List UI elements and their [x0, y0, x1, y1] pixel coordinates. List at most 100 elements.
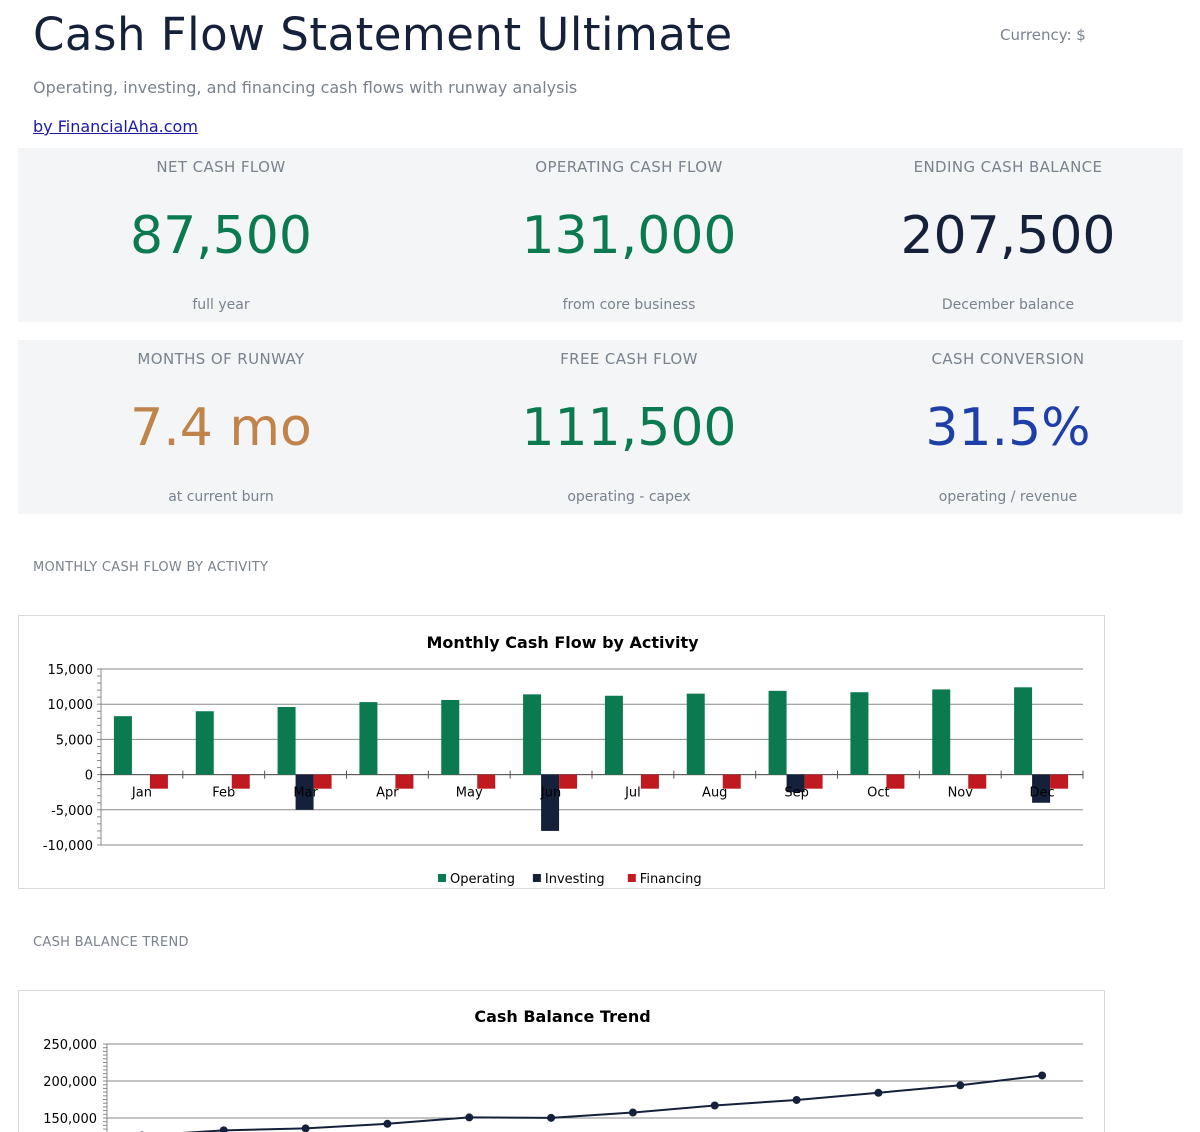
bar-investing: [786, 774, 805, 793]
kpi-value: 87,500: [130, 206, 312, 266]
kpi-value: 131,000: [521, 206, 737, 266]
chart-title: Cash Balance Trend: [474, 1007, 650, 1026]
kpi-operating-cash-flow: OPERATING CASH FLOW 131,000 from core bu…: [424, 148, 834, 322]
y-tick-label: 5,000: [56, 733, 93, 748]
bar-operating: [686, 693, 705, 775]
kpi-label: NET CASH FLOW: [156, 158, 286, 176]
y-tick-label: 200,000: [43, 1075, 97, 1090]
bar-investing: [541, 774, 560, 831]
balance-point: [874, 1088, 883, 1097]
x-tick-label: Dec: [1030, 786, 1055, 801]
monthly-cash-flow-chart: Monthly Cash Flow by Activity 15,000 10,00…: [18, 615, 1105, 889]
balance-point: [465, 1113, 474, 1122]
kpi-months-of-runway: MONTHS OF RUNWAY 7.4 mo at current burn: [18, 340, 424, 514]
balance-point: [792, 1095, 801, 1104]
bar-operating: [195, 711, 214, 775]
x-tick-label: Nov: [948, 786, 974, 801]
kpi-note: full year: [192, 297, 250, 313]
legend-swatch-investing: [532, 874, 541, 882]
kpi-value: 111,500: [521, 398, 737, 458]
kpi-label: MONTHS OF RUNWAY: [137, 350, 305, 368]
bar-financing: [1050, 774, 1069, 789]
kpi-label: ENDING CASH BALANCE: [913, 158, 1103, 176]
balance-point: [383, 1119, 392, 1128]
section-label-balance: CASH BALANCE TREND: [33, 935, 189, 950]
bar-operating: [113, 716, 132, 775]
x-tick-label: Mar: [293, 786, 318, 801]
x-tick-label: Aug: [702, 786, 727, 801]
section-label-monthly: MONTHLY CASH FLOW BY ACTIVITY: [33, 560, 269, 575]
bar-investing: [1032, 774, 1051, 803]
bar-investing: [295, 774, 314, 810]
bar-financing: [477, 774, 496, 789]
legend-swatch-operating: [438, 874, 446, 882]
balance-point: [956, 1081, 965, 1090]
bar-financing: [804, 774, 823, 789]
bar-financing: [149, 774, 168, 789]
bar-financing: [722, 774, 741, 789]
legend-label-financing: Financing: [640, 872, 702, 887]
kpi-value: 7.4 mo: [130, 398, 312, 458]
kpi-label: FREE CASH FLOW: [560, 350, 698, 368]
kpi-label: OPERATING CASH FLOW: [535, 158, 723, 176]
bar-financing: [313, 774, 332, 789]
kpi-note: from core business: [562, 297, 696, 313]
balance-point: [710, 1101, 719, 1110]
bar-operating: [441, 699, 460, 775]
y-tick-label: 250,000: [43, 1038, 97, 1053]
kpi-cash-conversion: CASH CONVERSION 31.5% operating / revenu…: [834, 340, 1182, 514]
kpi-note: December balance: [941, 297, 1075, 313]
y-tick-label: 0: [85, 769, 93, 784]
bar-financing: [886, 774, 905, 789]
kpi-label: CASH CONVERSION: [931, 350, 1085, 368]
kpi-value: 207,500: [900, 206, 1116, 266]
bar-financing: [395, 774, 414, 789]
bar-financing: [968, 774, 987, 789]
x-tick-label: Oct: [867, 786, 889, 801]
y-tick-label: -10,000: [43, 839, 93, 854]
kpi-row-1: NET CASH FLOW 87,500 full year OPERATING…: [18, 148, 1183, 322]
page-title: Cash Flow Statement Ultimate: [33, 8, 733, 61]
balance-point: [301, 1124, 310, 1132]
balance-point: [628, 1108, 637, 1117]
bar-operating: [523, 694, 542, 775]
kpi-row-2: MONTHS OF RUNWAY 7.4 mo at current burn …: [18, 340, 1183, 514]
bar-financing: [559, 774, 578, 789]
bar-operating: [277, 707, 296, 775]
chart-title: Monthly Cash Flow by Activity: [426, 633, 699, 652]
bar-operating: [768, 690, 787, 775]
legend-swatch-financing: [627, 874, 636, 882]
monthly-cash-flow-svg: Monthly Cash Flow by Activity 15,000 10,00…: [43, 633, 1084, 887]
cash-balance-chart: Cash Balance Trend 250,000 200,000 150,000: [18, 990, 1105, 1132]
page-subtitle: Operating, investing, and financing cash…: [33, 78, 578, 97]
kpi-ending-cash-balance: ENDING CASH BALANCE 207,500 December bal…: [834, 148, 1182, 322]
y-tick-label: 150,000: [43, 1112, 97, 1127]
bar-operating: [359, 702, 378, 775]
cash-balance-svg: Cash Balance Trend 250,000 200,000 150,000: [43, 1007, 1083, 1132]
balance-line: [181, 1074, 1043, 1132]
byline-link[interactable]: by FinancialAha.com: [33, 117, 198, 136]
bar-financing: [640, 774, 659, 789]
bar-financing: [231, 774, 250, 789]
x-tick-label: Apr: [376, 786, 399, 801]
currency-label: Currency: $: [1000, 26, 1086, 44]
x-tick-label: Feb: [212, 786, 235, 801]
balance-point: [219, 1126, 228, 1132]
x-tick-label: Jul: [624, 786, 641, 801]
kpi-note: at current burn: [168, 489, 274, 505]
x-tick-label: Jun: [540, 786, 561, 801]
kpi-note: operating - capex: [567, 489, 691, 505]
kpi-net-cash-flow: NET CASH FLOW 87,500 full year: [18, 148, 424, 322]
y-tick-label: -5,000: [51, 804, 93, 819]
balance-point: [1038, 1071, 1047, 1080]
bar-operating: [850, 692, 869, 775]
bar-operating: [1014, 687, 1033, 775]
kpi-note: operating / revenue: [938, 489, 1078, 505]
bar-operating: [932, 689, 951, 775]
bar-operating: [604, 695, 623, 775]
legend-label-operating: Operating: [450, 872, 515, 887]
x-tick-label: May: [456, 786, 483, 801]
y-tick-label: 10,000: [48, 698, 94, 713]
x-tick-label: Sep: [784, 786, 809, 801]
kpi-free-cash-flow: FREE CASH FLOW 111,500 operating - capex: [424, 340, 834, 514]
